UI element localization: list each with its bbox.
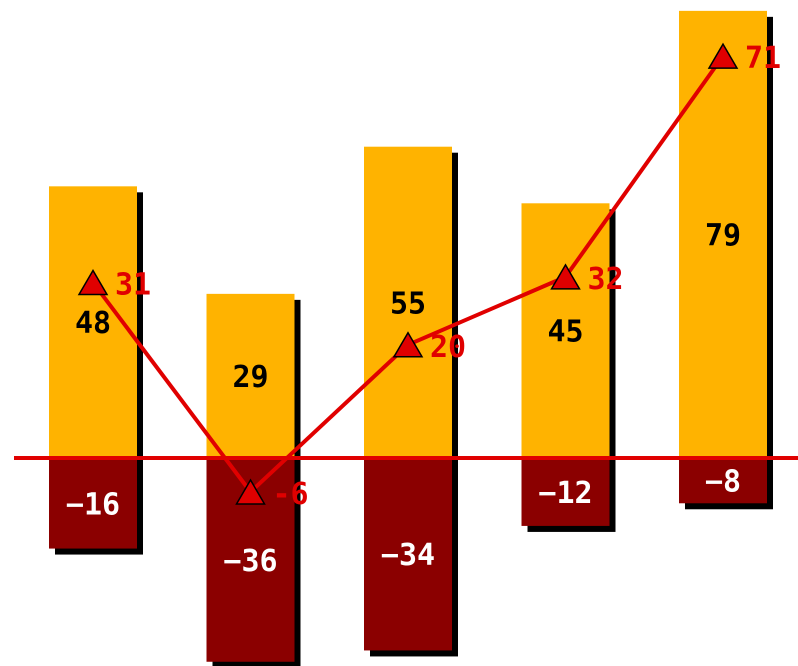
bar-positive-label: 45 (547, 315, 583, 350)
line-marker-triangle (235, 478, 266, 505)
bar-negative (49, 458, 137, 549)
line-value-label: 20 (430, 330, 466, 365)
bar-negative-label: −36 (223, 544, 277, 579)
bar-positive-label: 55 (390, 286, 426, 321)
line-marker-triangle (77, 269, 109, 296)
bar-positive-label: 29 (232, 360, 268, 395)
bar-negative-label: −12 (538, 476, 592, 511)
line-value-label: 32 (588, 262, 624, 297)
line-series (77, 42, 739, 505)
bar-positive-label: 79 (705, 218, 741, 253)
line-marker-triangle (392, 331, 424, 358)
bar-negative-label: −8 (705, 465, 741, 500)
line-value-label: -6 (273, 477, 309, 512)
line-marker-triangle (707, 42, 739, 69)
line-marker-triangle (550, 263, 581, 290)
bar-positive (521, 203, 610, 458)
line-value-label: 71 (745, 41, 781, 76)
bar-negative (364, 458, 452, 651)
bar-positive-label: 48 (75, 306, 111, 341)
line-value-label: 31 (115, 268, 151, 303)
bar-negative (521, 458, 610, 526)
bar-positive (679, 10, 767, 459)
bar-positive (364, 146, 452, 458)
line-labels: 31 -6 20 32 71 (115, 41, 781, 512)
bar-negative-label: −34 (381, 538, 435, 573)
bar-negative (679, 458, 767, 504)
bar-negative-label: −16 (66, 487, 120, 522)
bar-positive (206, 293, 295, 458)
bar-labels: 48 −16 29 −36 55 −34 45 −12 79 −8 (66, 218, 741, 578)
